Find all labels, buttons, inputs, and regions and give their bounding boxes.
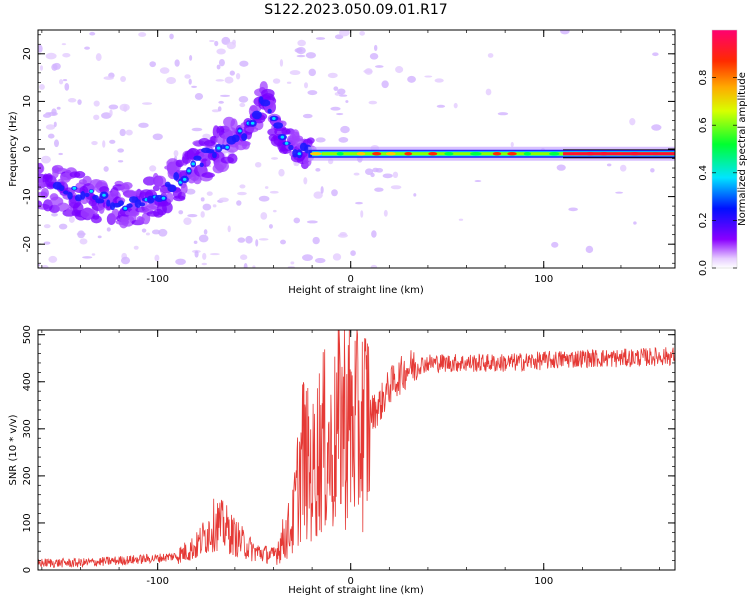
- snr-y-tick-label: 0: [22, 567, 33, 573]
- spectrogram-y-tick-label: 20: [22, 47, 33, 60]
- snr-panel: -100 0 100 0 100 200 300 400 500 Height of strai…: [8, 325, 676, 596]
- colorbar-tick-label: 0.0: [698, 260, 709, 276]
- colorbar-gradient: [711, 29, 738, 269]
- snr-x-tick-label: -100: [146, 576, 169, 587]
- snr-frame: [37, 329, 676, 571]
- snr-x-tick-label: 0: [348, 576, 354, 587]
- colorbar-tick-label: 0.6: [698, 117, 709, 133]
- snr-y-axis-label: SNR (10 * v/v): [8, 414, 19, 485]
- snr-ticks: -100 0 100 0 100 200 300 400 500: [22, 325, 675, 587]
- snr-y-tick-label: 500: [22, 325, 33, 344]
- snr-x-tick-label: 100: [534, 576, 553, 587]
- snr-y-tick-label: 100: [22, 513, 33, 532]
- figure-title: S122.2023.050.09.01.R17: [264, 2, 447, 18]
- colorbar-tick-label: 0.2: [698, 212, 709, 228]
- heatmap-layer: [38, 30, 675, 268]
- snr-x-axis-label: Height of straight line (km): [288, 585, 424, 596]
- spectrogram-y-axis-label: Frequency (Hz): [8, 111, 19, 187]
- colorbar-tick-label: 0.4: [698, 165, 709, 181]
- spectrogram-y-tick-label: 0: [22, 146, 33, 152]
- snr-y-tick-label: 300: [22, 419, 33, 438]
- colorbar-label: Normalized spectral amplitude: [737, 72, 748, 226]
- spectrogram-y-tick-label: 10: [22, 95, 33, 108]
- snr-y-tick-label: 400: [22, 372, 33, 391]
- spectrogram-x-tick-label: 100: [534, 274, 553, 285]
- colorbar: 0.0 0.2 0.4 0.6 0.8 Normalized spectral ampl…: [698, 29, 748, 276]
- spectrogram-x-tick-label: 0: [348, 274, 354, 285]
- spectrogram-y-tick-label: -20: [22, 236, 33, 252]
- spectrogram-x-tick-label: -100: [146, 274, 169, 285]
- spectrogram-x-axis-label: Height of straight line (km): [288, 285, 424, 296]
- colorbar-tick-label: 0.8: [698, 70, 709, 86]
- snr-y-tick-label: 200: [22, 466, 33, 485]
- colorbar-ticks: 0.0 0.2 0.4 0.6 0.8: [698, 70, 737, 276]
- spectrogram-y-tick-label: -10: [22, 188, 33, 204]
- snr-series-line: [38, 330, 675, 568]
